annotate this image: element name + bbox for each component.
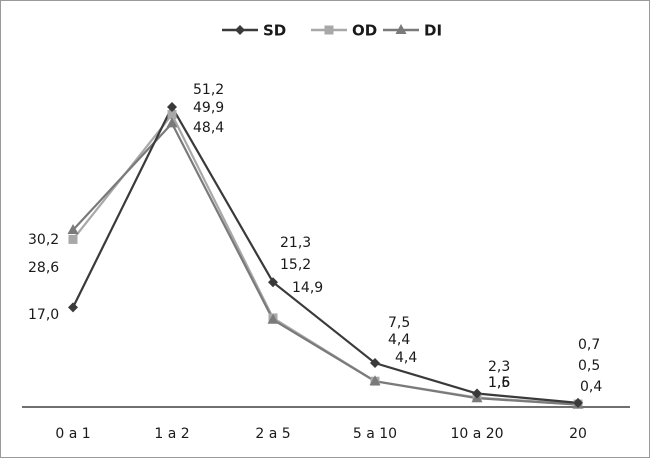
marker-sd-4 [472,388,482,399]
data-label-sd: 21,3 [280,235,311,251]
x-tick-label: 20 [569,426,587,442]
data-label-sd: 0,7 [578,337,600,353]
legend-label-od: OD [352,22,377,40]
data-label-od: 4,4 [388,332,410,348]
legend-marker-di [395,24,407,34]
x-tick-label: 10 a 20 [450,426,503,442]
series-lines [72,104,579,406]
data-label-sd: 7,5 [388,315,410,331]
data-label-di: 48,4 [193,120,224,136]
legend-marker-od [324,25,334,35]
legend: SD OD DI [222,22,442,40]
data-labels: 17,0 51,2 21,3 7,5 2,3 0,7 28,6 49,9 15,2 4,4 1,6 0… [28,82,602,395]
legend-marker-sd [235,25,245,35]
marker-sd-0 [68,302,78,313]
marker-di-2 [267,313,279,324]
marker-sd-2 [268,277,278,288]
marker-sd-3 [370,358,380,369]
data-label-od: 49,9 [193,100,224,116]
marker-sd-5 [573,397,583,408]
legend-label-sd: SD [263,22,286,40]
marker-sd-1 [167,102,177,112]
marker-od-1 [167,110,177,120]
data-label-di: 0,4 [580,379,602,395]
data-label-od: 0,5 [578,358,600,374]
data-label-sd: 2,3 [488,359,510,375]
data-label-od: 28,6 [28,260,59,276]
x-tick-label: 1 a 2 [154,426,189,442]
series-markers [67,102,584,409]
marker-di-3 [369,375,381,386]
data-label-di: 1,5 [488,375,510,391]
data-label-od: 15,2 [280,257,311,273]
x-tick-label: 5 a 10 [353,426,397,442]
data-label-od: 1,6 [488,375,510,391]
data-label-di: 30,2 [28,232,59,248]
data-label-sd: 51,2 [193,82,224,98]
x-tick-label: 2 a 5 [255,426,290,442]
data-label-sd: 17,0 [28,307,59,323]
x-tick-labels: 0 a 1 1 a 2 2 a 5 5 a 10 10 a 20 20 [55,426,587,442]
data-label-di: 14,9 [292,280,323,296]
series-line-sd [72,104,579,404]
marker-od-0 [68,234,78,244]
legend-label-di: DI [424,22,442,40]
marker-di-1 [166,117,178,128]
marker-di-0 [67,224,79,235]
data-label-di: 4,4 [395,350,417,366]
x-tick-label: 0 a 1 [55,426,90,442]
